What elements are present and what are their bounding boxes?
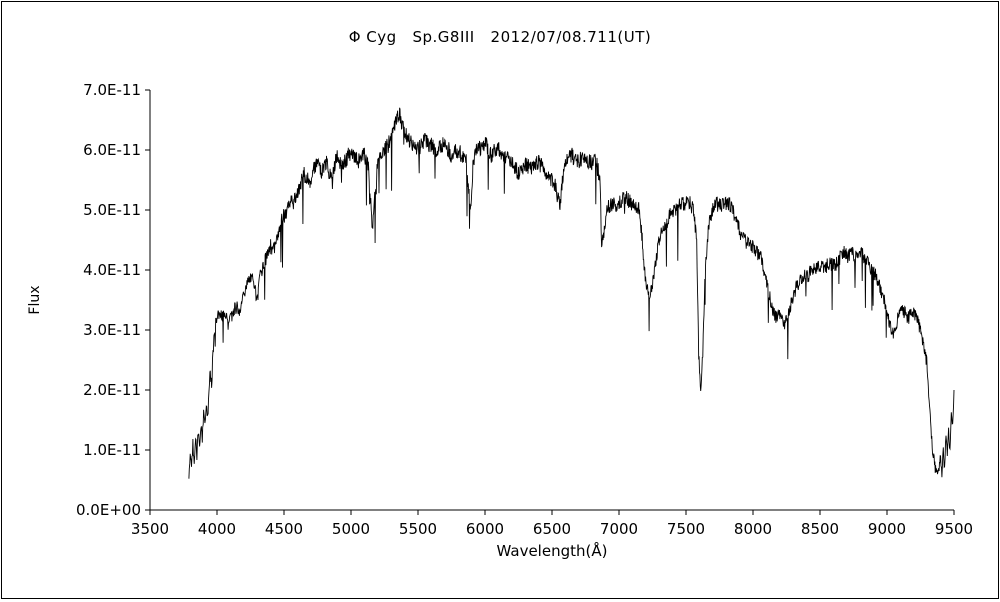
- chart-title: Φ Cyg Sp.G8III 2012/07/08.711(UT): [348, 28, 652, 46]
- y-tick-label: 0.0E+00: [76, 501, 141, 519]
- y-tick-label: 3.0E-11: [83, 321, 141, 339]
- x-tick-label: 7500: [667, 520, 705, 538]
- y-tick-label: 2.0E-11: [83, 381, 141, 399]
- x-tick-label: 9000: [868, 520, 906, 538]
- y-tick-label: 6.0E-11: [83, 141, 141, 159]
- x-axis-label: Wavelength(Å): [496, 542, 608, 560]
- x-tick-label: 8500: [801, 520, 839, 538]
- x-tick-label: 7000: [600, 520, 638, 538]
- x-tick-label: 5500: [399, 520, 437, 538]
- x-tick-label: 9500: [935, 520, 973, 538]
- x-tick-label: 6500: [533, 520, 571, 538]
- spectrum-trace: [188, 107, 955, 479]
- x-tick-label: 4000: [198, 520, 236, 538]
- y-tick-label: 1.0E-11: [83, 441, 141, 459]
- x-tick-label: 8000: [734, 520, 772, 538]
- x-tick-label: 6000: [466, 520, 504, 538]
- y-tick-label: 4.0E-11: [83, 261, 141, 279]
- y-tick-label: 5.0E-11: [83, 201, 141, 219]
- x-tick-label: 5000: [332, 520, 370, 538]
- x-tick-label: 3500: [131, 520, 169, 538]
- x-tick-label: 4500: [265, 520, 303, 538]
- y-tick-label: 7.0E-11: [83, 81, 141, 99]
